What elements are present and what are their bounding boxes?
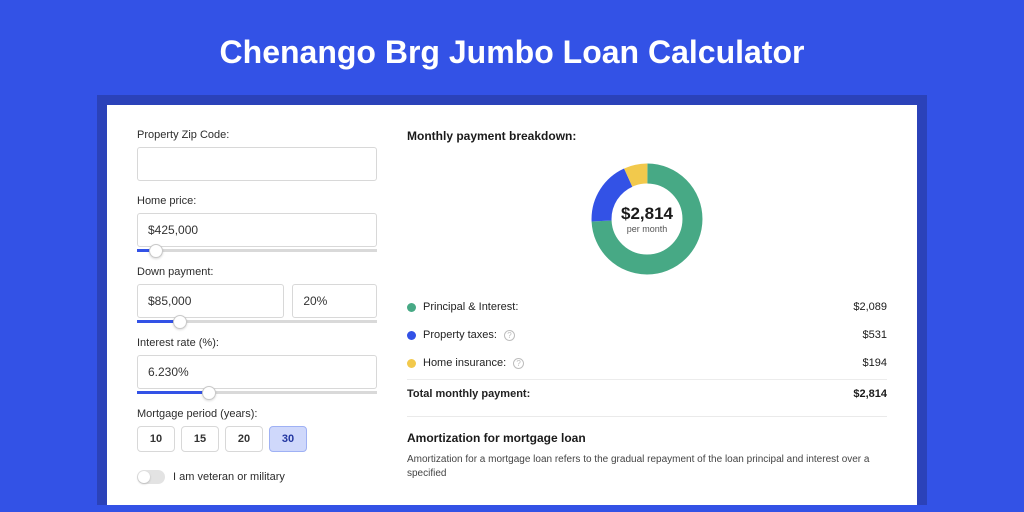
amortization-heading: Amortization for mortgage loan xyxy=(407,416,887,453)
donut-wrap: $2,814 per month xyxy=(407,159,887,279)
breakdown-column: Monthly payment breakdown: $2,814 per mo… xyxy=(407,129,887,505)
breakdown-label: Principal & Interest: xyxy=(423,301,518,313)
veteran-row: I am veteran or military xyxy=(137,470,377,484)
breakdown-row-insurance: Home insurance: ? $194 xyxy=(407,349,887,377)
price-label: Home price: xyxy=(137,195,377,207)
breakdown-amount: $531 xyxy=(863,329,887,341)
period-field: Mortgage period (years): 10 15 20 30 xyxy=(137,408,377,452)
period-option-20[interactable]: 20 xyxy=(225,426,263,452)
total-amount: $2,814 xyxy=(853,388,887,400)
zip-label: Property Zip Code: xyxy=(137,129,377,141)
legend-dot-taxes xyxy=(407,331,416,340)
legend-dot-principal xyxy=(407,303,416,312)
donut-center-sub: per month xyxy=(627,224,668,234)
rate-label: Interest rate (%): xyxy=(137,337,377,349)
zip-field: Property Zip Code: xyxy=(137,129,377,181)
price-input[interactable] xyxy=(137,213,377,247)
breakdown-row-taxes: Property taxes: ? $531 xyxy=(407,321,887,349)
rate-slider-thumb[interactable] xyxy=(202,386,216,400)
period-option-30[interactable]: 30 xyxy=(269,426,307,452)
period-options: 10 15 20 30 xyxy=(137,426,377,452)
down-payment-slider[interactable] xyxy=(137,320,377,323)
breakdown-amount: $2,089 xyxy=(853,301,887,313)
down-payment-slider-thumb[interactable] xyxy=(173,315,187,329)
rate-slider-fill xyxy=(137,391,209,394)
info-icon[interactable]: ? xyxy=(513,358,524,369)
zip-input[interactable] xyxy=(137,147,377,181)
veteran-toggle[interactable] xyxy=(137,470,165,484)
veteran-label: I am veteran or military xyxy=(173,471,285,483)
card-shadow: Property Zip Code: Home price: Down paym… xyxy=(97,95,927,505)
down-payment-percent-input[interactable] xyxy=(292,284,377,318)
period-option-10[interactable]: 10 xyxy=(137,426,175,452)
breakdown-heading: Monthly payment breakdown: xyxy=(407,129,887,155)
breakdown-row-principal: Principal & Interest: $2,089 xyxy=(407,293,887,321)
amortization-text: Amortization for a mortgage loan refers … xyxy=(407,453,887,481)
info-icon[interactable]: ? xyxy=(504,330,515,341)
down-payment-input[interactable] xyxy=(137,284,284,318)
rate-field: Interest rate (%): xyxy=(137,337,377,394)
price-slider-thumb[interactable] xyxy=(149,244,163,258)
breakdown-label: Home insurance: xyxy=(423,357,506,369)
page-title: Chenango Brg Jumbo Loan Calculator xyxy=(0,0,1024,95)
donut-center-value: $2,814 xyxy=(621,204,673,224)
rate-slider[interactable] xyxy=(137,391,377,394)
breakdown-label: Property taxes: xyxy=(423,329,497,341)
calculator-card: Property Zip Code: Home price: Down paym… xyxy=(107,105,917,505)
price-slider[interactable] xyxy=(137,249,377,252)
payment-donut-chart: $2,814 per month xyxy=(587,159,707,279)
legend-dot-insurance xyxy=(407,359,416,368)
down-payment-label: Down payment: xyxy=(137,266,377,278)
price-field: Home price: xyxy=(137,195,377,252)
breakdown-row-total: Total monthly payment: $2,814 xyxy=(407,380,887,408)
breakdown-amount: $194 xyxy=(863,357,887,369)
form-column: Property Zip Code: Home price: Down paym… xyxy=(137,129,377,505)
total-label: Total monthly payment: xyxy=(407,388,530,400)
down-payment-field: Down payment: xyxy=(137,266,377,323)
period-option-15[interactable]: 15 xyxy=(181,426,219,452)
period-label: Mortgage period (years): xyxy=(137,408,377,420)
rate-input[interactable] xyxy=(137,355,377,389)
